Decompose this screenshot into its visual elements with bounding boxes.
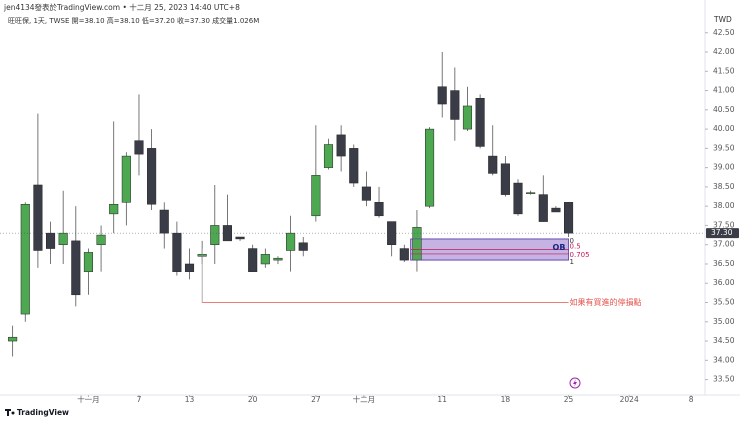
candle-body [538, 194, 548, 222]
y-tick-label: 41.00 [713, 86, 735, 95]
candle-body [500, 163, 510, 195]
candle-body [33, 184, 43, 251]
ob-label: OB [553, 243, 566, 252]
y-tick-label: 37.00 [713, 240, 735, 249]
candle-body [488, 155, 498, 174]
y-tick-label: 35.50 [713, 298, 735, 307]
candle-body [222, 225, 232, 242]
candle-body [286, 232, 296, 251]
x-tick-label: 18 [501, 395, 511, 404]
y-tick-label: 38.50 [713, 182, 735, 191]
x-tick-label: 十二月 [353, 394, 376, 404]
candle-body [109, 203, 119, 215]
y-tick-label: 36.00 [713, 278, 735, 287]
y-tick-label: 35.00 [713, 317, 735, 326]
candle-body [374, 202, 384, 217]
x-tick-label: 十一月 [77, 394, 100, 404]
x-tick-label: 20 [248, 395, 258, 404]
x-tick-label: 13 [185, 395, 195, 404]
candle-body [134, 140, 144, 155]
candle-body [311, 175, 321, 217]
candle-body [526, 192, 536, 194]
candle-body [349, 148, 359, 184]
y-tick-label: 39.50 [713, 143, 735, 152]
candle-body [323, 144, 334, 168]
y-tick-label: 42.00 [713, 47, 735, 56]
stop-line-text: 如果有買進的停損點 [570, 297, 642, 307]
candle-body [462, 105, 473, 130]
x-tick-label: 11 [437, 395, 447, 404]
candle-body [260, 254, 270, 265]
fib-label: 0 [570, 237, 574, 245]
brand: TradingView [17, 408, 69, 417]
y-tick-label: 41.50 [713, 66, 735, 75]
candle-body [399, 248, 409, 261]
candle-body [159, 209, 169, 234]
candle-body [184, 263, 195, 272]
candle-body [450, 90, 460, 120]
candle-body [551, 207, 561, 213]
candle-body [58, 232, 68, 245]
last-price-label: 37.30 [711, 228, 733, 237]
candle-body [387, 221, 397, 245]
y-tick-label: 38.00 [713, 201, 735, 210]
candle-body [248, 248, 258, 272]
y-tick-label: 39.00 [713, 163, 735, 172]
candle-body [121, 155, 131, 203]
candle-body [425, 128, 435, 207]
currency: TWD [713, 15, 732, 24]
fib-label: 0.705 [570, 251, 590, 259]
candle-body [564, 202, 574, 234]
candle-body [71, 240, 81, 296]
logo [5, 409, 15, 416]
candle-body [235, 236, 245, 240]
candle-body [336, 134, 346, 157]
y-tick-label: 37.50 [713, 220, 735, 229]
x-tick-label: 27 [311, 395, 321, 404]
y-tick-label: 40.00 [713, 124, 735, 133]
candle-body [8, 336, 18, 342]
candle-body [298, 242, 308, 251]
symbol-line: 旺旺保, 1天, TWSE 開=38.10 高=38.10 低=37.20 收=… [8, 16, 259, 25]
event-icon [569, 377, 581, 389]
candle-body [475, 98, 485, 147]
fib-label: 1 [570, 258, 574, 266]
x-tick-label: 2024 [620, 395, 639, 404]
last-price-box [706, 228, 739, 239]
y-tick-label: 36.50 [713, 259, 735, 268]
y-tick-label: 34.00 [713, 355, 735, 364]
candle-body [96, 234, 106, 245]
y-tick-label: 34.50 [713, 336, 735, 345]
candle-body [273, 257, 283, 261]
candle-body [172, 232, 182, 272]
candle-body [210, 225, 220, 245]
candle-body [361, 186, 371, 201]
author-line: jen4134發表於TradingView.com • 十二月 25, 2023… [3, 2, 240, 12]
y-tick-label: 42.50 [713, 28, 735, 37]
y-tick-label: 40.50 [713, 105, 735, 114]
candle-body [20, 203, 30, 315]
candle-body [412, 227, 422, 261]
x-tick-label: 8 [689, 395, 694, 404]
candle-body [83, 252, 93, 272]
y-tick-label: 33.50 [713, 375, 735, 384]
x-tick-label: 7 [137, 395, 142, 404]
candle-body [147, 148, 157, 205]
candle-body [437, 86, 447, 105]
candle-body [513, 182, 523, 215]
candle-body [45, 232, 56, 249]
fib-label: 0.5 [570, 243, 581, 251]
x-tick-label: 25 [564, 395, 574, 404]
